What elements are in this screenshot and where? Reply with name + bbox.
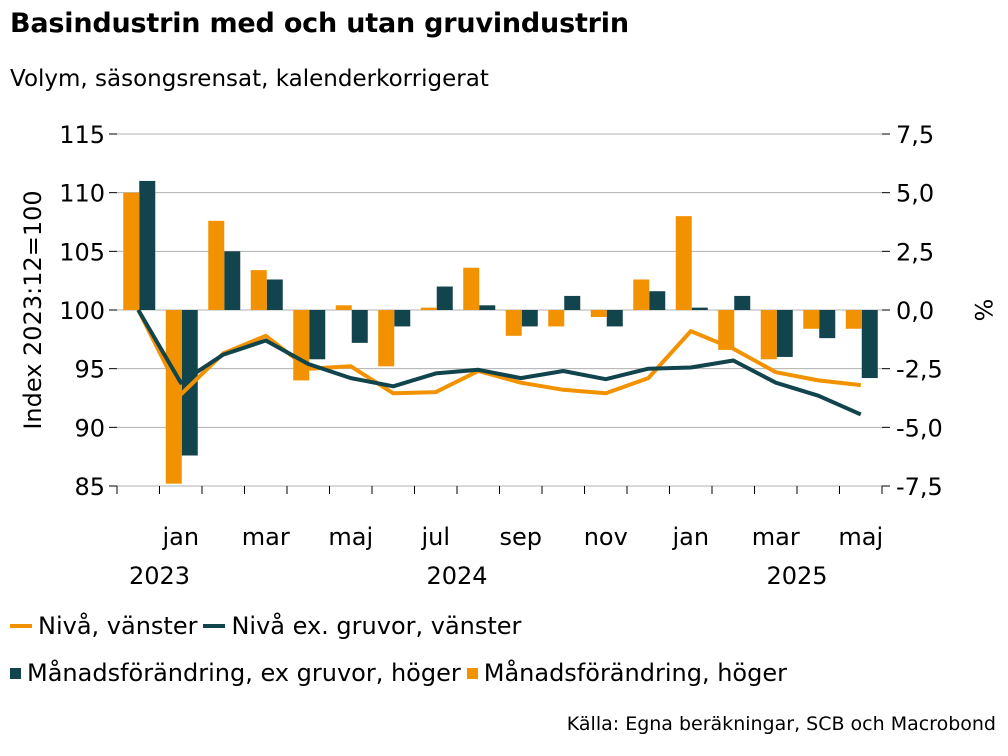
bar-change (845, 310, 862, 329)
x-tick-label: maj (838, 523, 883, 551)
y-right-tick-label: -7,5 (896, 473, 943, 501)
bar-change (760, 310, 777, 360)
bar-change (505, 310, 522, 336)
legend-item-level: Nivå, vänster (10, 612, 197, 640)
bar-change-ex-mines (394, 310, 411, 327)
bar-change-ex-mines (606, 310, 623, 327)
line-level (136, 309, 862, 397)
bar-change-ex-mines (479, 305, 496, 310)
x-tick-label: mar (242, 523, 290, 551)
y-right-tick-label: -2,5 (896, 356, 943, 384)
bar-change-ex-mines (691, 307, 708, 310)
line-layer (136, 308, 862, 417)
bar-change-ex-mines (181, 310, 198, 456)
y-left-tick-label: 105 (59, 238, 105, 266)
x-tick-label: jan (671, 523, 709, 551)
bar-change-ex-mines (734, 295, 751, 310)
y-left-tick-label: 85 (74, 473, 105, 501)
y-right-tick-label: 2,5 (896, 238, 934, 266)
chart-title: Basindustrin med och utan gruvindustrin (10, 8, 629, 39)
x-tick-label: nov (584, 523, 628, 551)
bar-change-ex-mines (861, 310, 878, 379)
bar-change (718, 310, 735, 350)
bar-change-ex-mines (776, 310, 793, 357)
legend-item-level-ex-mines: Nivå ex. gruvor, vänster (203, 612, 521, 640)
x-tick-label: jul (420, 523, 450, 551)
bar-change (208, 220, 225, 310)
source-note: Källa: Egna beräkningar, SCB och Macrobo… (566, 713, 996, 735)
x-tick-label: mar (752, 523, 800, 551)
bar-change (463, 267, 480, 310)
legend-label-level: Nivå, vänster (38, 612, 198, 640)
legend-swatch-level (10, 624, 32, 628)
legend-item-change-ex-mines: Månadsförändring, ex gruvor, höger (10, 659, 461, 687)
y-left-tick-label: 90 (74, 414, 105, 442)
legend-swatch-change-ex-mines (10, 667, 21, 679)
bar-change (803, 310, 820, 329)
bar-change (165, 310, 182, 484)
y-axis-left-title: Index 2023:12=100 (19, 190, 47, 429)
legend-row-2: Månadsförändring, ex gruvor, höger Månad… (10, 659, 793, 687)
x-tick-label: sep (499, 523, 542, 551)
legend-label-level-ex-mines: Nivå ex. gruvor, vänster (231, 612, 522, 640)
y-left-tick-label: 95 (74, 356, 105, 384)
bar-change-ex-mines (351, 310, 368, 343)
bar-change (633, 279, 650, 310)
bar-change-ex-mines (224, 251, 241, 310)
bar-change-ex-mines (309, 310, 326, 360)
y-axis-right-title: % (969, 299, 997, 322)
bar-change (250, 270, 267, 310)
legend-swatch-change (466, 667, 478, 679)
x-year-label: 2024 (426, 562, 487, 590)
bar-change (378, 310, 395, 367)
bar-change (590, 310, 607, 318)
bar-change (548, 310, 565, 327)
bar-change-ex-mines (266, 279, 283, 310)
y-right-tick-label: -5,0 (896, 414, 943, 442)
x-year-label: 2023 (129, 562, 190, 590)
x-tick-label: jan (161, 523, 199, 551)
x-tick-label: maj (328, 523, 373, 551)
bar-change-ex-mines (139, 180, 156, 310)
y-right-tick-label: 0,0 (896, 297, 934, 325)
bar-change-ex-mines (521, 310, 538, 327)
bar-change-ex-mines (436, 286, 453, 310)
bar-change (123, 192, 140, 310)
y-left-tick-label: 110 (59, 180, 105, 208)
legend-label-change-ex-mines: Månadsförändring, ex gruvor, höger (27, 659, 461, 687)
x-year-label: 2025 (766, 562, 827, 590)
y-right-tick-label: 7,5 (896, 121, 934, 149)
bar-change (420, 307, 437, 310)
legend-row-1: Nivå, vänster Nivå ex. gruvor, vänster (10, 612, 527, 640)
chart-subtitle: Volym, säsongsrensat, kalenderkorrigerat (10, 66, 489, 92)
legend-swatch-level-ex-mines (203, 624, 226, 628)
bar-change-ex-mines (649, 291, 666, 310)
bar-layer (123, 180, 878, 484)
bar-change (335, 305, 352, 310)
y-left-tick-label: 115 (59, 121, 105, 149)
y-right-tick-label: 5,0 (896, 180, 934, 208)
bar-change-ex-mines (564, 295, 581, 310)
legend-label-change: Månadsförändring, höger (483, 659, 787, 687)
bar-change-ex-mines (819, 310, 836, 339)
line-level-ex-mines (136, 308, 862, 417)
axis-layer: 115 7,5 110 5,0 105 2,5 100 0,0 95 -2,5 90 -5,0 85 -7… (59, 121, 943, 590)
legend-item-change: Månadsförändring, höger (466, 659, 787, 687)
y-left-tick-label: 100 (59, 297, 105, 325)
bar-change (675, 216, 692, 310)
